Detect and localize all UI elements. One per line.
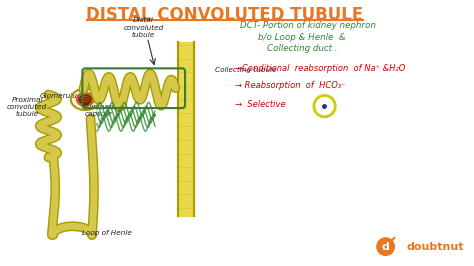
Text: b/o Loop & Henle  &: b/o Loop & Henle &	[258, 33, 346, 42]
Text: DISTAL CONVOLUTED TUBULE: DISTAL CONVOLUTED TUBULE	[86, 6, 364, 24]
Text: doubtnut: doubtnut	[407, 242, 465, 252]
Text: Collecting duct .: Collecting duct .	[267, 44, 338, 53]
Text: Loop of Henle: Loop of Henle	[82, 230, 131, 236]
Text: → Reabsorption  of  HCO₃⁻: → Reabsorption of HCO₃⁻	[236, 81, 346, 90]
Text: Glomerulus: Glomerulus	[39, 93, 81, 99]
Text: DCT- Portion of kidney nephron: DCT- Portion of kidney nephron	[240, 21, 376, 30]
Text: Distal
convoluted
tubule: Distal convoluted tubule	[123, 17, 164, 38]
Polygon shape	[76, 93, 94, 106]
Text: Proximal
convoluted
tubule: Proximal convoluted tubule	[7, 97, 47, 117]
Text: Collecting tubule: Collecting tubule	[215, 67, 277, 73]
Circle shape	[377, 238, 394, 255]
Text: →Conditional  reabsorption  of Na⁺ &H₂O: →Conditional reabsorption of Na⁺ &H₂O	[236, 64, 406, 73]
Text: →  Selective: → Selective	[236, 100, 286, 109]
Text: d: d	[382, 242, 390, 252]
Polygon shape	[71, 89, 100, 110]
Text: Bowman
capsule: Bowman capsule	[83, 105, 115, 118]
